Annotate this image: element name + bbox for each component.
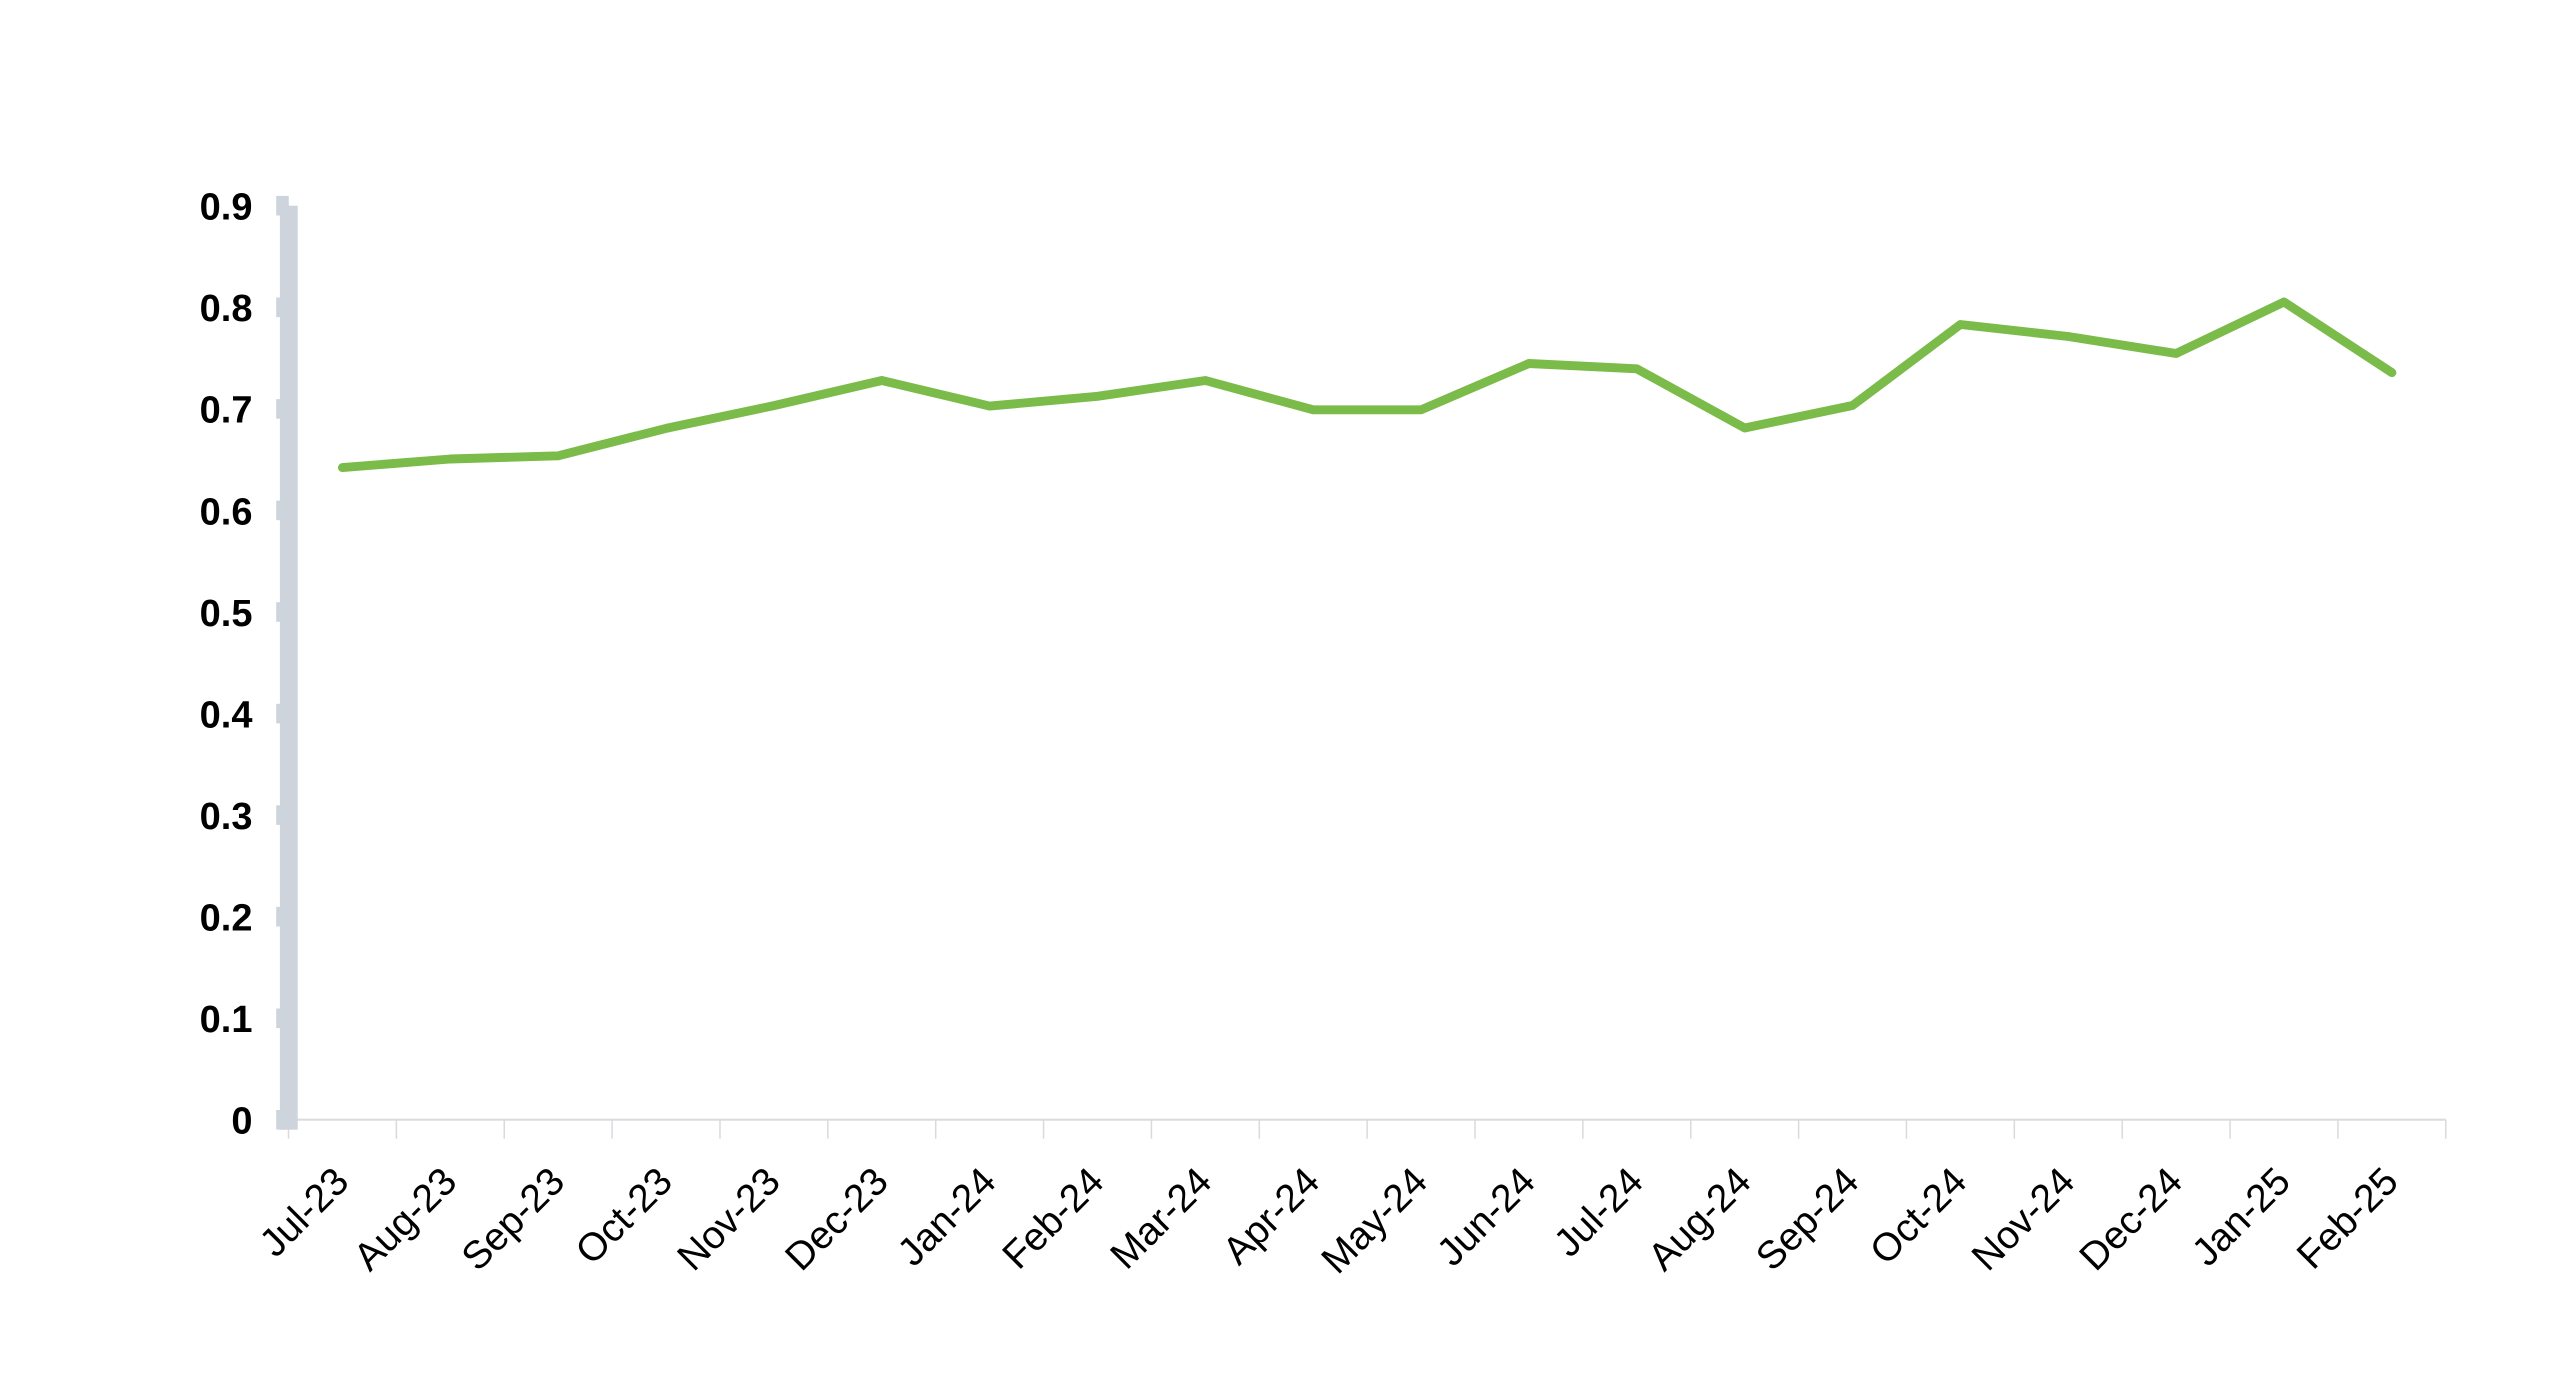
svg-text:0.9: 0.9	[200, 187, 253, 229]
svg-text:0.2: 0.2	[200, 898, 253, 940]
svg-text:0.6: 0.6	[200, 491, 253, 533]
svg-text:0.7: 0.7	[200, 390, 253, 432]
svg-text:0.1: 0.1	[200, 999, 253, 1041]
svg-text:0: 0	[231, 1101, 252, 1143]
svg-text:0.5: 0.5	[200, 593, 253, 635]
svg-text:0.8: 0.8	[200, 288, 253, 330]
svg-text:0.3: 0.3	[200, 796, 253, 838]
svg-text:0.4: 0.4	[200, 694, 253, 736]
